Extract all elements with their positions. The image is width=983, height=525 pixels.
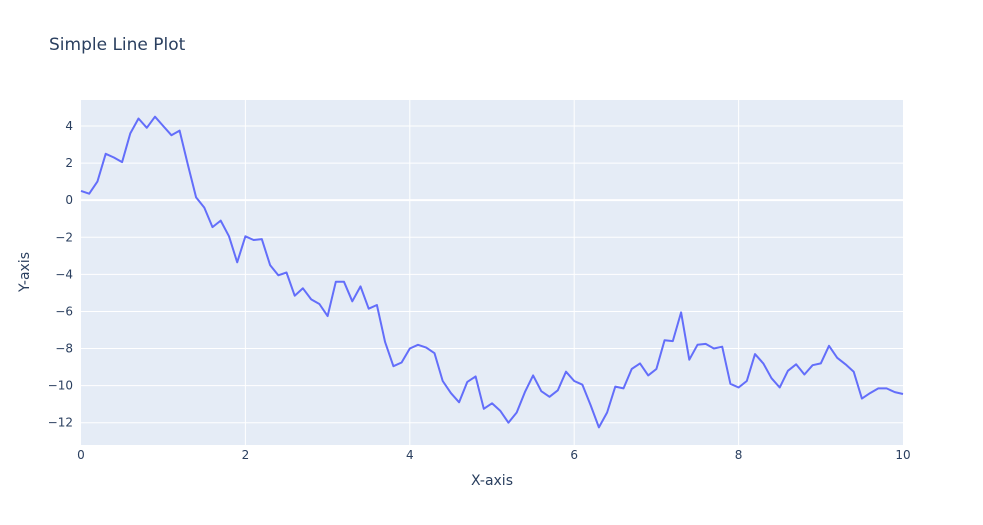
- x-tick-label: 8: [735, 448, 743, 462]
- series-layer: [80, 115, 904, 429]
- x-axis-label: X-axis: [471, 473, 513, 489]
- y-tick-label: 0: [65, 193, 73, 207]
- x-tick-label: 10: [895, 448, 910, 462]
- y-axis-label: Y-axis: [17, 252, 33, 293]
- y-tick-label: −4: [55, 267, 73, 281]
- x-tick-label: 2: [242, 448, 250, 462]
- x-tick-label: 4: [406, 448, 414, 462]
- y-tick-label: −8: [55, 342, 73, 356]
- y-tick-labels: 4 2 0 −2 −4 −6 −8 −10 −12: [48, 119, 73, 430]
- chart-title: Simple Line Plot: [49, 35, 186, 55]
- x-tick-label: 6: [570, 448, 578, 462]
- y-gridlines: [81, 125, 903, 424]
- series-line-y: [80, 115, 904, 429]
- y-tick-label: −10: [48, 379, 73, 393]
- x-tick-label: 0: [77, 448, 85, 462]
- y-tick-label: 4: [65, 119, 73, 133]
- y-tick-label: −12: [48, 416, 73, 430]
- y-tick-label: −2: [55, 230, 73, 244]
- plot-area: [81, 100, 903, 445]
- x-tick-labels: 0 2 4 6 8 10: [77, 448, 910, 462]
- y-tick-label: −6: [55, 304, 73, 318]
- y-tick-label: 2: [65, 156, 73, 170]
